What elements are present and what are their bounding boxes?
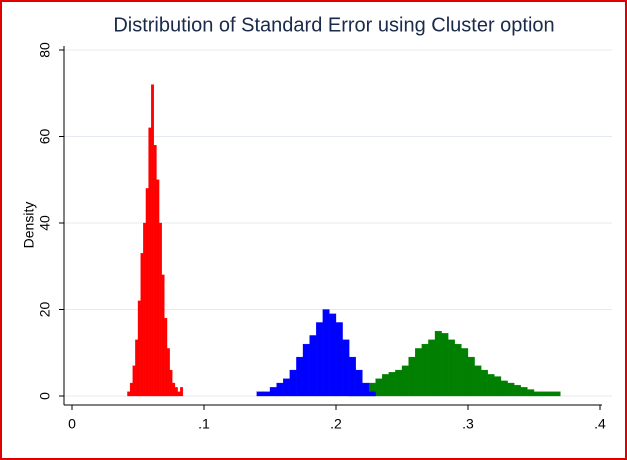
bar xyxy=(135,339,139,397)
bar xyxy=(322,309,330,397)
bar xyxy=(362,382,370,397)
bar xyxy=(349,356,356,397)
bar xyxy=(174,387,178,397)
y-tick-label: 0 xyxy=(37,392,53,400)
y-tick-label: 40 xyxy=(37,215,53,231)
x-tick-label: .3 xyxy=(462,416,474,432)
bar xyxy=(382,374,389,397)
bar xyxy=(153,144,157,397)
bar xyxy=(487,374,495,397)
bar xyxy=(375,378,383,397)
bar xyxy=(256,391,264,397)
bar xyxy=(129,382,133,397)
bar xyxy=(388,372,396,397)
bar xyxy=(415,348,422,397)
bar xyxy=(441,333,449,397)
bar xyxy=(137,300,141,397)
bar xyxy=(161,274,165,397)
bar xyxy=(127,391,131,397)
bar xyxy=(461,348,469,397)
bar xyxy=(401,365,409,397)
bar xyxy=(132,365,136,397)
x-tick-label: .1 xyxy=(198,416,210,432)
bar xyxy=(329,313,337,397)
bar xyxy=(172,382,176,397)
x-tick-label: .4 xyxy=(594,416,606,432)
y-tick-label: 60 xyxy=(37,129,53,145)
bar xyxy=(180,387,184,397)
x-tick-label: .2 xyxy=(330,416,342,432)
bar xyxy=(408,356,416,397)
bar xyxy=(527,389,535,397)
bar xyxy=(166,348,170,397)
bar xyxy=(296,356,304,397)
bar xyxy=(494,376,502,397)
bar xyxy=(169,369,173,397)
bar xyxy=(145,188,149,397)
bar xyxy=(316,322,323,397)
bar xyxy=(520,387,528,397)
bar xyxy=(540,391,548,397)
bar xyxy=(263,391,271,397)
bar xyxy=(289,369,297,397)
bar xyxy=(151,84,154,397)
x-tick-label: 0 xyxy=(68,416,76,432)
bar xyxy=(553,391,561,397)
bar xyxy=(269,387,277,397)
bar xyxy=(395,369,403,397)
bar xyxy=(500,380,508,397)
bar xyxy=(309,335,317,397)
bar xyxy=(143,222,147,397)
bar xyxy=(448,339,455,397)
bar xyxy=(454,343,462,397)
bar xyxy=(276,382,284,397)
bar xyxy=(283,378,290,397)
bar xyxy=(547,391,554,397)
bar xyxy=(342,339,350,397)
bar xyxy=(148,127,152,397)
y-tick-label: 20 xyxy=(37,302,53,318)
bar xyxy=(428,339,436,397)
bar xyxy=(355,369,363,397)
chart-title: Distribution of Standard Error using Clu… xyxy=(113,14,554,36)
bar xyxy=(177,391,181,397)
bar xyxy=(164,317,168,397)
bar xyxy=(158,222,162,397)
bar xyxy=(434,330,442,397)
bar xyxy=(421,343,429,397)
bar xyxy=(481,369,488,397)
bar xyxy=(474,365,482,397)
y-axis-label: Density xyxy=(21,202,37,249)
bar xyxy=(507,382,515,397)
y-tick-label: 80 xyxy=(37,42,53,58)
bar xyxy=(302,343,310,397)
bar xyxy=(467,356,475,397)
bar xyxy=(514,385,521,397)
bar xyxy=(140,253,144,397)
bar xyxy=(156,179,160,397)
bar xyxy=(335,322,343,397)
bar xyxy=(533,391,541,397)
bar xyxy=(368,391,376,397)
